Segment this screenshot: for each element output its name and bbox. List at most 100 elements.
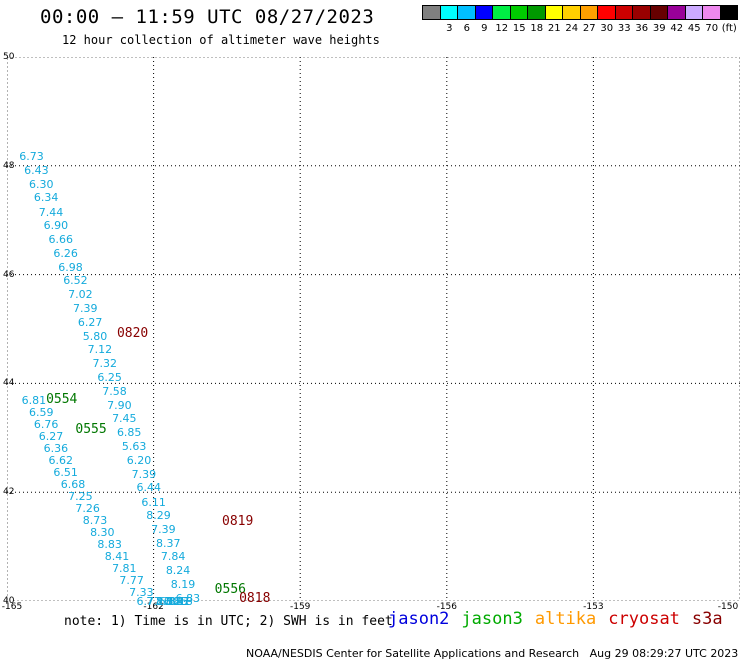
swh-value: 7.58	[102, 385, 127, 399]
swh-value: 6.98	[58, 260, 83, 274]
swh-value: 8.24	[165, 564, 191, 578]
color-swatch	[457, 5, 476, 20]
swh-value: 5.63	[121, 440, 147, 454]
swh-value: 8.83	[97, 537, 122, 551]
swh-value: 6.52	[63, 274, 88, 288]
swh-value: 7.26	[146, 595, 171, 608]
x-tick-label: -165	[1, 602, 23, 612]
swh-value: 6.51	[53, 466, 78, 480]
swh-value: 8.29	[146, 509, 171, 523]
swh-value: 6.43	[24, 163, 49, 177]
swh-value: 6.76	[33, 418, 59, 432]
swh-value: 6.88	[158, 595, 183, 608]
x-tick-label: -162	[143, 602, 164, 612]
satellite-legend: jason2 jason3 altika cryosat s3a	[388, 609, 735, 629]
color-swatch	[579, 5, 598, 20]
color-scale-label: 70	[705, 23, 719, 34]
color-scale-label: 30	[600, 23, 614, 34]
map-frame	[7, 57, 740, 601]
color-scale-label: (ft)	[721, 23, 737, 34]
legend-jason3: jason3	[461, 609, 523, 629]
y-tick-label: 46	[3, 269, 15, 280]
legend-altika: altika	[534, 609, 597, 629]
swh-value: 6.66	[48, 232, 74, 246]
color-swatch	[509, 5, 528, 20]
x-tick-label: -156	[436, 602, 458, 612]
color-swatch	[632, 5, 651, 20]
swh-value: 6.81	[21, 394, 47, 408]
swh-value: 7.77	[119, 573, 144, 587]
color-scale-label: 42	[670, 23, 684, 34]
swh-value: 8.73	[82, 514, 108, 528]
swh-value: 8.37	[156, 536, 181, 550]
swh-value: 6.73	[19, 150, 44, 164]
swh-value: 6.27	[38, 430, 64, 444]
color-scale-label: 6	[463, 23, 470, 34]
swh-value: 8.30	[90, 526, 115, 539]
color-swatch	[474, 5, 493, 20]
y-tick-label: 40	[3, 596, 15, 606]
map-plot-area	[7, 57, 740, 601]
page-subtitle: 12 hour collection of altimeter wave hei…	[62, 33, 380, 47]
x-tick-label: -150	[717, 602, 739, 612]
pass-time-label: 0819	[222, 514, 254, 530]
y-tick-label: 48	[3, 160, 15, 171]
swh-value: 6.83	[175, 591, 201, 605]
color-swatch	[649, 5, 668, 20]
color-swatch	[544, 5, 563, 20]
color-scale-label: 15	[512, 23, 526, 34]
color-swatch	[719, 5, 738, 20]
color-swatch	[439, 5, 458, 20]
swh-value: 7.39	[131, 467, 157, 481]
y-tick-label: 42	[3, 487, 15, 498]
legend-jason2: jason2	[388, 609, 450, 629]
swh-value: 7.45	[112, 412, 137, 426]
color-swatch	[702, 5, 721, 20]
swh-value: 6.25	[97, 370, 122, 384]
page-title: 00:00 – 11:59 UTC 08/27/2023	[40, 6, 375, 28]
swh-value: 6.30	[28, 177, 54, 191]
swh-value: 7.81	[112, 561, 137, 575]
swh-value: 7.44	[38, 205, 64, 219]
y-tick-label: 44	[3, 378, 15, 389]
swh-value: 6.11	[141, 495, 166, 509]
note-text: note: 1) Time is in UTC; 2) SWH is in fe…	[64, 614, 393, 629]
footer-timestamp: Aug 29 08:29:27 UTC 2023	[589, 647, 739, 660]
swh-value: 6.44	[136, 481, 161, 495]
color-scale-label: 18	[530, 23, 544, 34]
legend-cryosat: cryosat	[608, 609, 680, 629]
swh-value: 5.80	[82, 329, 108, 343]
color-swatch	[492, 5, 511, 20]
swh-value: 6.68	[60, 478, 86, 492]
swh-value: 8.41	[104, 549, 130, 563]
x-tick-label: -153	[583, 602, 604, 612]
color-swatch	[667, 5, 686, 20]
color-scale-label: 9	[481, 23, 488, 34]
pass-time-label: 0555	[75, 421, 107, 437]
swh-value: 7.32	[92, 357, 118, 371]
color-scale-label: 36	[635, 23, 649, 34]
legend-s3a: s3a	[691, 609, 723, 629]
swh-value: 7.25	[68, 490, 93, 504]
color-scale-label: 39	[652, 23, 666, 34]
swh-value: 8.18	[168, 595, 193, 608]
swh-value: 7.39	[72, 301, 98, 315]
y-tick-label: 50	[3, 52, 15, 62]
color-scale-label: 45	[687, 23, 701, 34]
swh-value: 6.34	[33, 191, 59, 205]
color-scale-label: 24	[565, 23, 579, 34]
color-swatch	[527, 5, 546, 20]
swh-value: 6.85	[116, 426, 142, 440]
swh-value: 7.84	[160, 550, 186, 564]
color-swatch	[684, 5, 703, 20]
swh-value: 6.90	[43, 219, 69, 233]
color-scale-label: 27	[582, 23, 596, 34]
swh-value: 6.20	[126, 453, 152, 467]
pass-time-label: 0556	[214, 582, 246, 598]
swh-value: 8.19	[170, 578, 196, 592]
swh-value: 7.12	[87, 343, 113, 357]
pass-time-label: 0554	[46, 391, 78, 407]
swh-value: 6.36	[43, 442, 69, 456]
swh-value: 7.90	[107, 398, 132, 412]
swh-value: 8.38	[156, 595, 181, 608]
